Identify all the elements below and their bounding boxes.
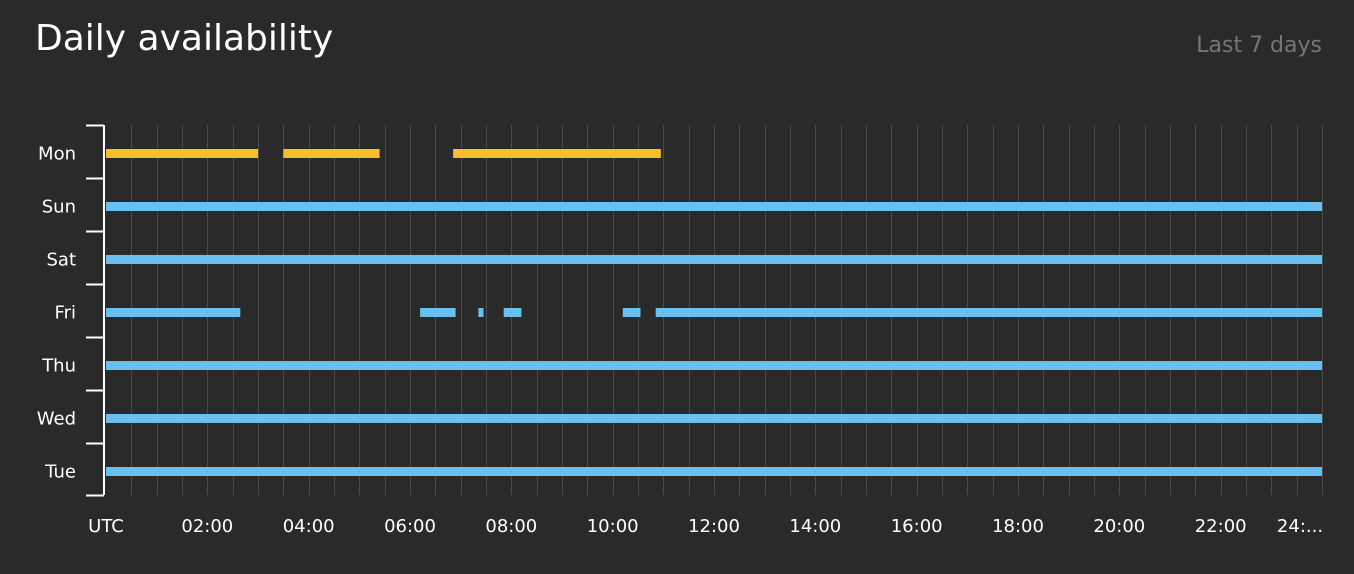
hour-label: 24:... [1277,516,1323,537]
availability-bar-fri-4[interactable] [622,308,641,317]
day-label-tue: Tue [44,462,76,483]
panel-title: Daily availability [35,18,334,59]
availability-bar-thu-0[interactable] [106,361,1322,370]
hour-label: 04:00 [283,516,335,537]
availability-bar-fri-2[interactable] [478,308,484,317]
availability-bar-fri-5[interactable] [655,308,1322,317]
hour-label: 12:00 [688,516,740,537]
hour-label: 14:00 [789,516,841,537]
hour-label: 10:00 [587,516,639,537]
availability-bars [106,149,1322,476]
availability-bar-sat-0[interactable] [106,255,1322,264]
hour-label: UTC [88,516,124,537]
availability-bar-tue-0[interactable] [106,467,1322,476]
hour-label: 22:00 [1195,516,1247,537]
hour-label: 08:00 [485,516,537,537]
hour-label: 06:00 [384,516,436,537]
day-label-thu: Thu [41,356,76,377]
y-axis [86,124,105,497]
availability-bar-fri-1[interactable] [420,308,456,317]
availability-bar-wed-0[interactable] [106,414,1322,423]
day-labels: Mon Sun Sat Fri Thu Wed Tue [37,144,76,483]
day-label-mon: Mon [38,144,76,165]
availability-bar-sun-0[interactable] [106,202,1322,211]
availability-bar-mon-1[interactable] [283,149,380,158]
time-range-label[interactable]: Last 7 days [1196,33,1322,58]
availability-bar-mon-0[interactable] [106,149,258,158]
availability-bar-fri-0[interactable] [106,308,241,317]
hour-label: 02:00 [181,516,233,537]
day-label-wed: Wed [37,409,76,430]
hour-label: 16:00 [891,516,943,537]
day-label-sun: Sun [42,197,76,218]
day-label-fri: Fri [55,303,76,324]
hour-label: 18:00 [992,516,1044,537]
hour-labels: UTC 02:00 04:00 06:00 08:00 10:00 12:00 14:00 16… [88,516,1323,537]
hour-label: 20:00 [1093,516,1145,537]
day-label-sat: Sat [46,250,76,271]
availability-bar-mon-2[interactable] [453,149,661,158]
availability-bar-fri-3[interactable] [503,308,522,317]
